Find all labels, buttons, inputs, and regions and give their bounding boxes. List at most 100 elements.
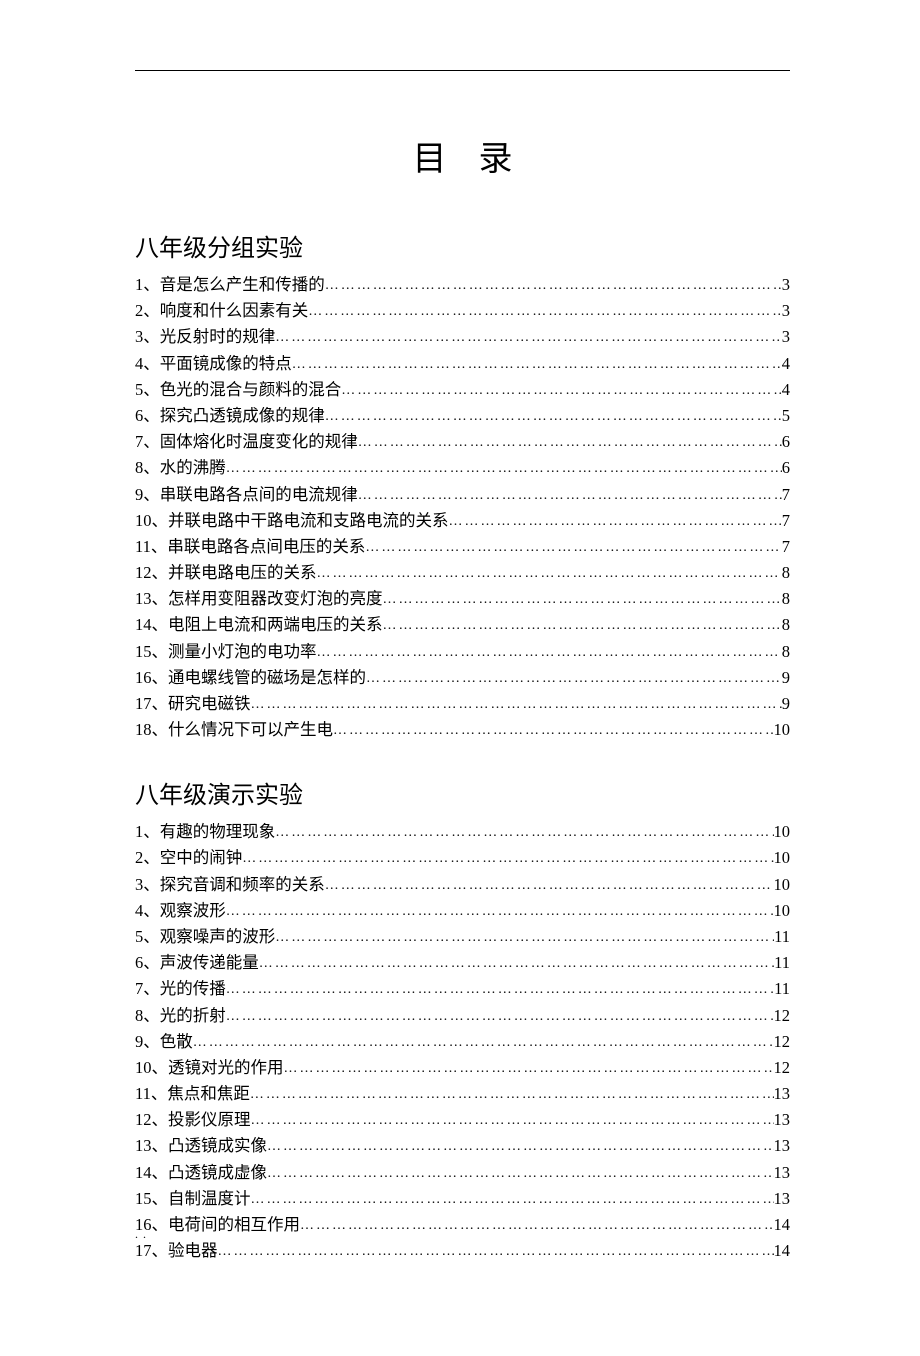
toc-item-label: 光反射时的规律 xyxy=(160,329,276,346)
toc-leader-dots xyxy=(267,1167,774,1181)
toc-item-label: 水的沸腾 xyxy=(160,460,226,477)
toc-item-label: 响度和什么因素有关 xyxy=(160,303,309,320)
toc-item-label: 自制温度计 xyxy=(168,1191,251,1208)
toc-item-label: 固体熔化时温度变化的规律 xyxy=(160,434,358,451)
toc-item: 13、怎样用变阻器改变灯泡的亮度 8 xyxy=(135,591,790,608)
toc-leader-dots xyxy=(251,1193,774,1207)
toc-item-label: 焦点和焦距 xyxy=(167,1086,250,1103)
toc-item-page: 4 xyxy=(782,382,790,399)
toc-leader-dots xyxy=(325,279,782,293)
toc-item: 4、观察波形10 xyxy=(135,903,790,920)
toc-leader-dots xyxy=(275,826,773,840)
toc-item-number: 3、 xyxy=(135,877,160,894)
toc-item: 7、光的传播11 xyxy=(135,981,790,998)
toc-item-label: 电阻上电流和两端电压的关系 xyxy=(168,617,383,634)
toc-item: 8、光的折射12 xyxy=(135,1008,790,1025)
toc-list: 1、音是怎么产生和传播的32、响度和什么因素有关33、光反射时的规律34、平面镜… xyxy=(135,277,790,739)
toc-leader-dots xyxy=(226,905,774,919)
toc-item-page: 4 xyxy=(782,356,790,373)
toc-leader-dots xyxy=(193,1036,774,1050)
toc-item: 5、观察噪声的波形11 xyxy=(135,929,790,946)
document-title: 目录 xyxy=(135,131,790,180)
toc-item: 14、电阻上电流和两端电压的关系 8 xyxy=(135,617,790,634)
toc-item-label: 声波传递能量 xyxy=(160,955,259,972)
toc-item-page: 10 xyxy=(774,850,791,867)
toc-item-number: 12、 xyxy=(135,565,168,582)
toc-item: 1、音是怎么产生和传播的3 xyxy=(135,277,790,294)
toc-item-number: 7、 xyxy=(135,981,160,998)
toc-item: 18、什么情况下可以产生电 10 xyxy=(135,722,790,739)
toc-item-label: 有趣的物理现象 xyxy=(160,824,276,841)
toc-item-page: 10 xyxy=(774,722,791,739)
toc-item-page: 9 xyxy=(782,670,790,687)
toc-item: 10、并联电路中干路电流和支路电流的关系 7 xyxy=(135,513,790,530)
toc-item-number: 1、 xyxy=(135,824,160,841)
toc-list: 1、有趣的物理现象102、空中的闹钟103、探究音调和频率的关系104、观察波形… xyxy=(135,824,790,1260)
toc-item-page: 5 xyxy=(782,408,790,425)
toc-item-label: 光的折射 xyxy=(160,1008,226,1025)
toc-leader-dots xyxy=(284,1062,774,1076)
toc-item-page: 10 xyxy=(774,903,791,920)
toc-item-label: 投影仪原理 xyxy=(168,1112,251,1129)
toc-item-number: 11、 xyxy=(135,539,167,556)
toc-leader-dots xyxy=(275,931,774,945)
toc-item-page: 11 xyxy=(774,929,790,946)
toc-leader-dots xyxy=(317,646,782,660)
toc-item-number: 15、 xyxy=(135,644,168,661)
toc-item: 3、探究音调和频率的关系10 xyxy=(135,877,790,894)
toc-item-number: 14、 xyxy=(135,617,168,634)
toc-item-label: 怎样用变阻器改变灯泡的亮度 xyxy=(168,591,383,608)
toc-item-page: 13 xyxy=(774,1086,791,1103)
toc-item-number: 13、 xyxy=(135,1138,168,1155)
toc-item: 13、凸透镜成实像 13 xyxy=(135,1138,790,1155)
toc-item-number: 10、 xyxy=(135,513,168,530)
toc-item-page: 13 xyxy=(774,1165,791,1182)
toc-item-number: 10、 xyxy=(135,1060,168,1077)
toc-item: 15、测量小灯泡的电功率 8 xyxy=(135,644,790,661)
toc-leader-dots xyxy=(383,593,782,607)
toc-item-page: 6 xyxy=(782,460,790,477)
toc-item-page: 7 xyxy=(782,487,790,504)
toc-item-page: 14 xyxy=(774,1243,791,1260)
toc-item-label: 并联电路电压的关系 xyxy=(168,565,317,582)
toc-item-page: 8 xyxy=(782,565,790,582)
toc-item-page: 12 xyxy=(774,1008,791,1025)
toc-item-label: 平面镜成像的特点 xyxy=(160,356,292,373)
toc-item: 4、平面镜成像的特点 4 xyxy=(135,356,790,373)
toc-item-number: 18、 xyxy=(135,722,168,739)
toc-leader-dots xyxy=(383,619,782,633)
toc-leader-dots xyxy=(365,541,781,555)
toc-item: 11、焦点和焦距 13 xyxy=(135,1086,790,1103)
toc-item: 16、通电螺线管的磁场是怎样的 9 xyxy=(135,670,790,687)
toc-item: 14、凸透镜成虚像 13 xyxy=(135,1165,790,1182)
toc-leader-dots xyxy=(226,1010,774,1024)
toc-item-page: 8 xyxy=(782,617,790,634)
toc-item: 12、并联电路电压的关系 8 xyxy=(135,565,790,582)
toc-item-label: 什么情况下可以产生电 xyxy=(168,722,333,739)
toc-item-label: 测量小灯泡的电功率 xyxy=(168,644,317,661)
toc-item: 3、光反射时的规律3 xyxy=(135,329,790,346)
toc-leader-dots xyxy=(325,410,782,424)
toc-item-number: 2、 xyxy=(135,850,160,867)
toc-item-page: 13 xyxy=(774,1138,791,1155)
toc-item: 9、色散12 xyxy=(135,1034,790,1051)
toc-leader-dots xyxy=(226,462,782,476)
toc-item-number: 6、 xyxy=(135,955,160,972)
page-container: 目录 八年级分组实验1、音是怎么产生和传播的32、响度和什么因素有关33、光反射… xyxy=(0,0,920,1356)
toc-item: 5、色光的混合与颜料的混合4 xyxy=(135,382,790,399)
toc-item-label: 串联电路各点间的电流规律 xyxy=(160,487,358,504)
toc-item-page: 14 xyxy=(774,1217,791,1234)
toc-item: 17、验电器 14 xyxy=(135,1243,790,1260)
toc-leader-dots xyxy=(251,698,782,712)
toc-leader-dots xyxy=(449,515,782,529)
toc-leader-dots xyxy=(275,331,782,345)
toc-item-number: 4、 xyxy=(135,356,160,373)
toc-item: 12、投影仪原理 13 xyxy=(135,1112,790,1129)
toc-leader-dots xyxy=(341,384,782,398)
toc-item-page: 7 xyxy=(782,539,790,556)
toc-leader-dots xyxy=(358,436,782,450)
toc-item-label: 音是怎么产生和传播的 xyxy=(160,277,325,294)
toc-leader-dots xyxy=(366,672,782,686)
toc-leader-dots xyxy=(242,852,773,866)
toc-item: 7、固体熔化时温度变化的规律6 xyxy=(135,434,790,451)
